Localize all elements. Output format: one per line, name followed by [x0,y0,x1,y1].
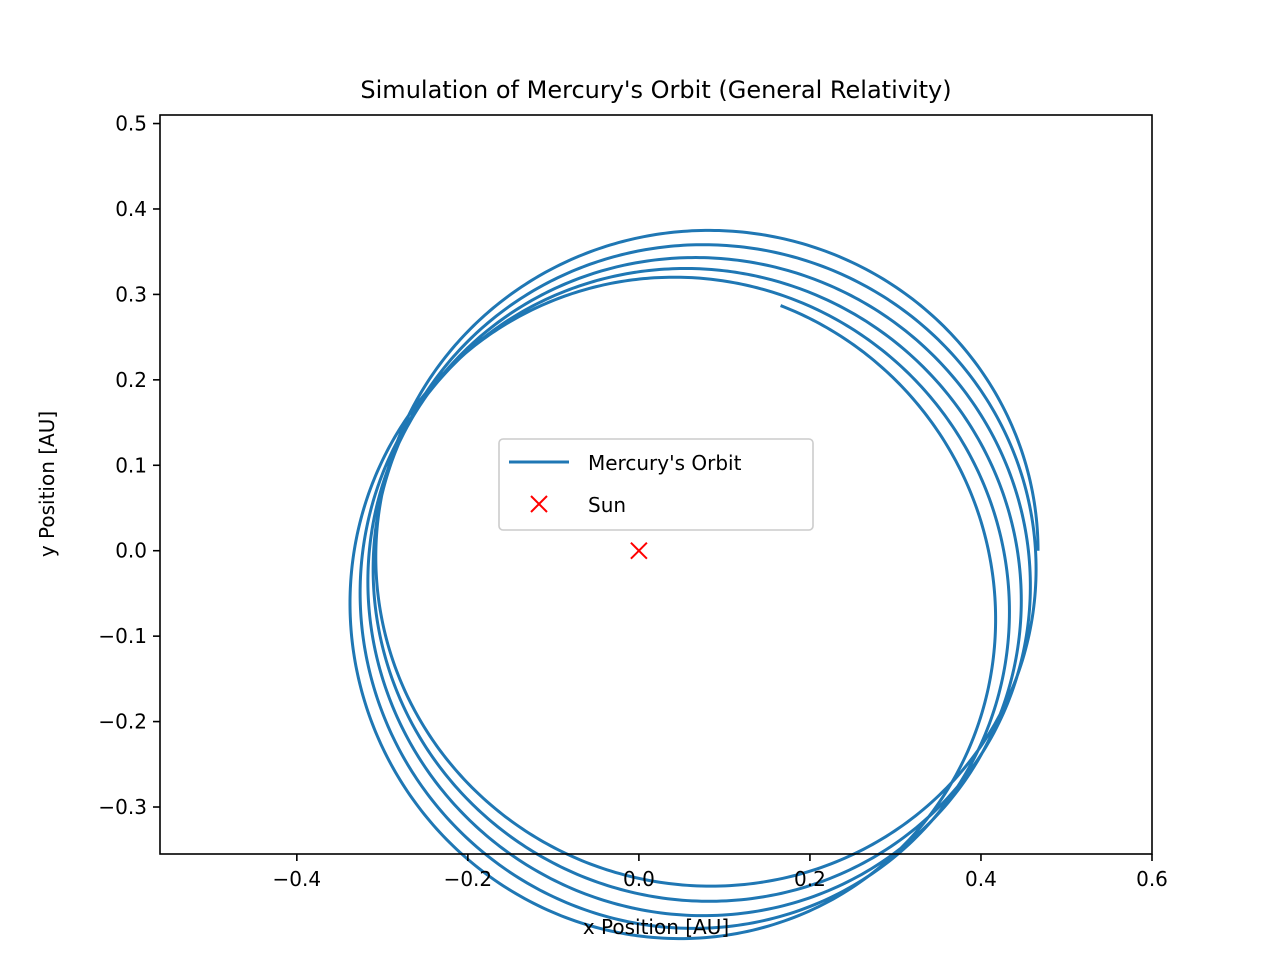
y-tick-label: 0.0 [115,539,147,563]
mercury-orbit-line [348,228,1040,941]
y-axis: −0.3 −0.2 −0.1 0.0 0.1 0.2 0.3 0.4 0.5 [98,112,160,819]
y-tick-label: −0.3 [98,795,147,819]
legend-x-swatch [530,495,548,513]
x-tick-label: −0.2 [444,867,493,891]
x-tick-label: 0.0 [623,867,655,891]
x-tick-label: −0.4 [273,867,322,891]
legend-label-orbit: Mercury's Orbit [588,451,742,475]
legend: Mercury's Orbit Sun [498,438,814,531]
x-tick-label: 0.4 [965,867,997,891]
y-axis-title: y Position [AU] [35,411,59,557]
x-tick-label: 0.6 [1136,867,1168,891]
legend-label-sun: Sun [588,493,626,517]
plot-area [348,228,1040,941]
y-tick-label: 0.2 [115,368,147,392]
y-tick-label: 0.4 [115,197,147,221]
y-tick-label: −0.1 [98,624,147,648]
y-tick-label: 0.3 [115,282,147,306]
y-tick-label: −0.2 [98,710,147,734]
plot-frame [159,114,1153,855]
y-tick-label: 0.5 [115,112,147,136]
x-tick-label: 0.2 [794,867,826,891]
x-axis: −0.4 −0.2 0.0 0.2 0.4 0.6 [273,854,1168,891]
legend-box [498,438,814,531]
chart-title: Simulation of Mercury's Orbit (General R… [360,76,951,104]
y-tick-label: 0.1 [115,453,147,477]
x-axis-title: x Position [AU] [583,915,729,939]
sun-point [630,542,648,560]
legend-x-marker [530,495,548,513]
sun-marker [630,542,648,560]
